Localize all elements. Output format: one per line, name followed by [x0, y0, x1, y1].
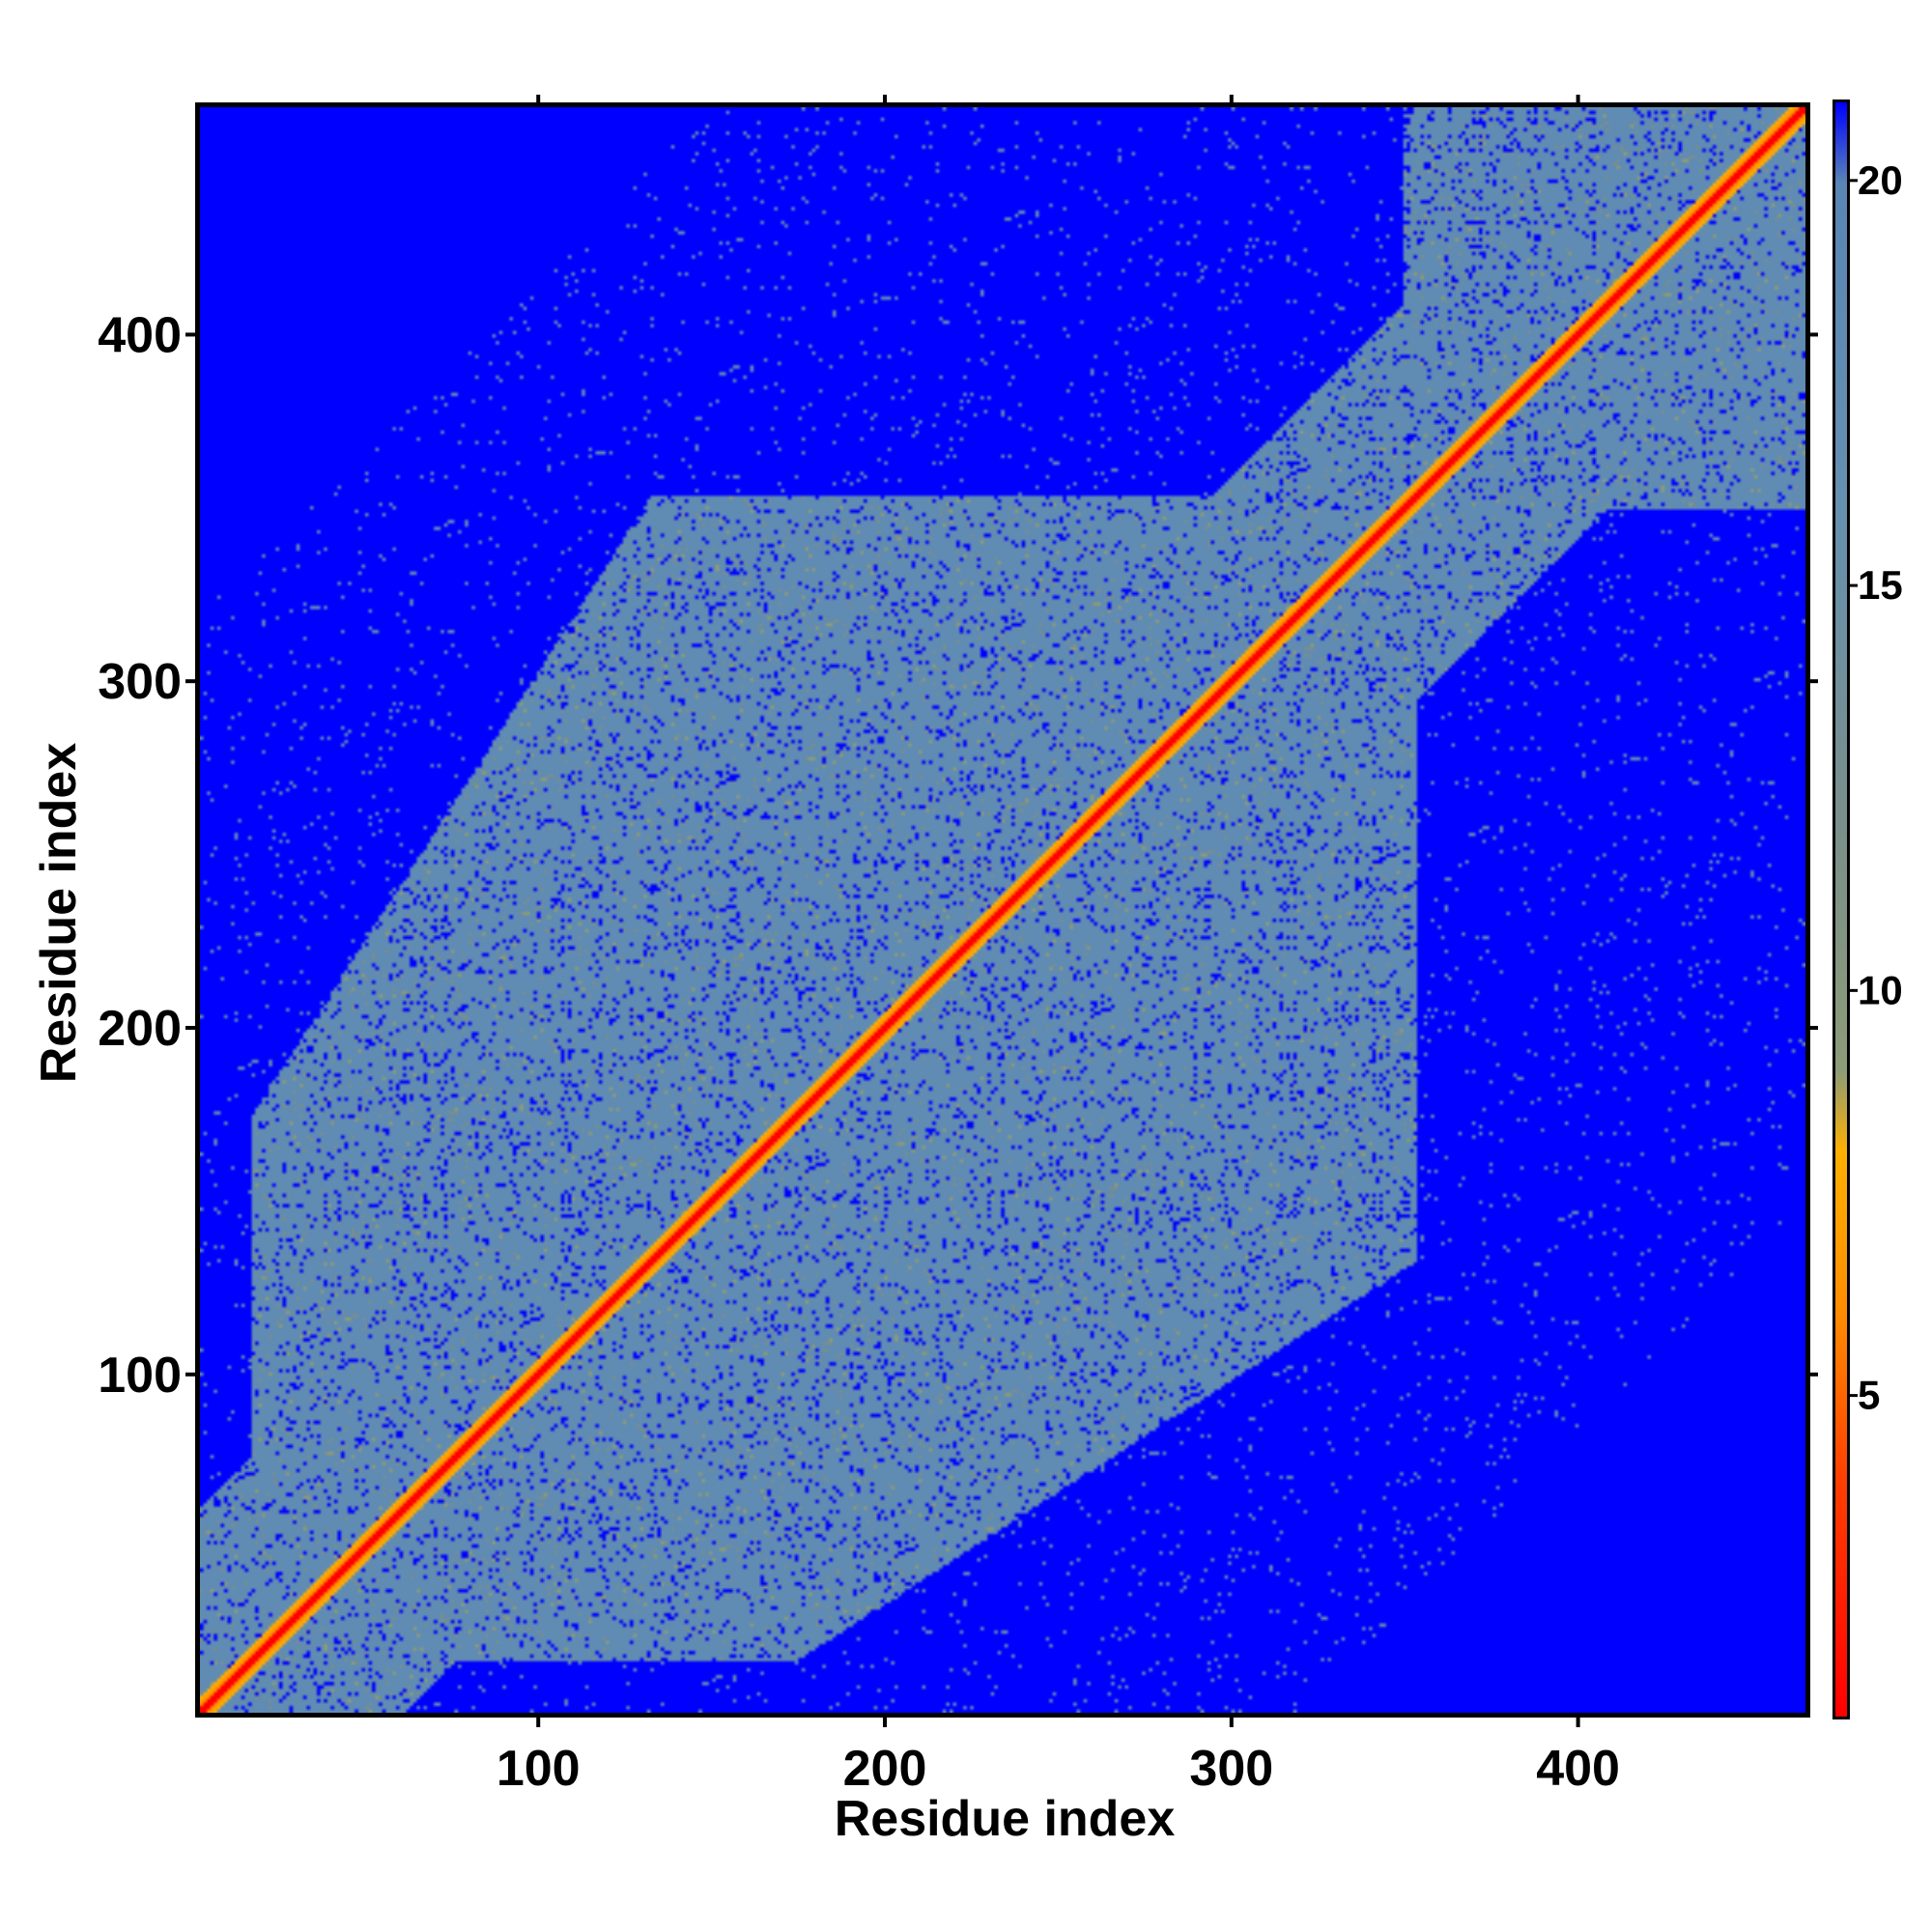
y-axis-title: Residue index — [31, 743, 87, 1084]
x-tick-label: 300 — [1189, 1741, 1273, 1797]
colorbar-tick-label: 5 — [1858, 1373, 1880, 1418]
colorbar-tick-label: 15 — [1858, 562, 1903, 608]
heatmap-plot-area — [195, 102, 1810, 1718]
y-tick-label: 200 — [98, 1001, 182, 1057]
colorbar — [1833, 99, 1850, 1719]
x-tick-label: 200 — [843, 1741, 927, 1797]
colorbar-ticks: 5 10 15 20 — [1850, 157, 1903, 1418]
x-axis-ticks: 100 200 300 400 — [497, 95, 1620, 1797]
y-tick-label: 300 — [98, 654, 182, 710]
colorbar-tick-label: 20 — [1858, 157, 1903, 203]
colorbar-tick-label: 10 — [1858, 967, 1903, 1012]
y-tick-label: 400 — [98, 307, 182, 363]
y-tick-label: 100 — [98, 1348, 182, 1404]
x-tick-label: 400 — [1536, 1741, 1620, 1797]
x-tick-label: 100 — [497, 1741, 581, 1797]
contact-map-heatmap — [200, 107, 1805, 1713]
y-axis-ticks: 100 200 300 400 — [98, 307, 1818, 1404]
x-axis-title: Residue index — [835, 1791, 1176, 1847]
